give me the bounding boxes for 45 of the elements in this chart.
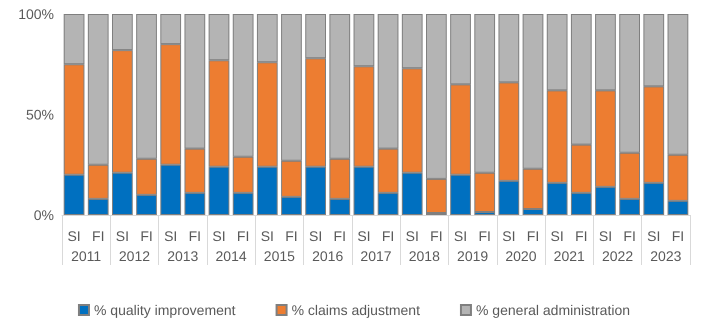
x-tick-label: FI [430, 228, 443, 244]
x-tick-label: SI [647, 228, 660, 244]
text: 2012 [118, 248, 150, 264]
x-tick-label: FI [623, 228, 636, 244]
text: 2021 [554, 248, 586, 264]
text: 2016 [312, 248, 344, 264]
text: 2022 [602, 248, 634, 264]
x-tick-label: SI [260, 228, 274, 244]
x-tick-label: SI [116, 228, 129, 244]
text: 2020 [505, 248, 537, 264]
text: 2014 [216, 248, 247, 264]
x-tick-label: FI [575, 228, 588, 244]
legend-label: % quality improvement [94, 302, 236, 318]
x-tick-label: SI [406, 228, 419, 244]
text: 2018 [408, 248, 440, 264]
x-tick-label: FI [478, 228, 491, 244]
text: 2011 [71, 248, 102, 264]
x-tick-label: SI [164, 228, 178, 244]
text: 2023 [650, 248, 682, 264]
x-tick-label: SI [454, 228, 468, 244]
x-tick-label: SI [309, 228, 322, 244]
x-tick-label: FI [188, 228, 202, 244]
y-tick-label: 0% [34, 207, 54, 223]
x-tick-label: FI [92, 228, 104, 244]
y-tick-label: 100% [18, 6, 54, 22]
x-tick-label: FI [334, 228, 346, 244]
x-tick-label: SI [67, 228, 81, 244]
x-tick-label: SI [598, 228, 612, 244]
x-tick-label: FI [236, 228, 250, 244]
x-tick-label: SI [212, 228, 226, 244]
x-tick-label: FI [140, 228, 153, 244]
text: 2015 [264, 248, 296, 264]
x-tick-label: FI [382, 228, 394, 244]
y-tick-label: 50% [26, 106, 54, 122]
text: 2013 [167, 248, 199, 264]
x-tick-label: SI [357, 228, 371, 244]
x-tick-label: SI [550, 228, 564, 244]
x-tick-label: FI [285, 228, 298, 244]
x-tick-label: SI [502, 228, 516, 244]
text: 2019 [457, 248, 488, 264]
text: 2017 [360, 248, 392, 264]
x-tick-label: FI [526, 228, 540, 244]
x-tick-label: FI [672, 228, 684, 244]
legend-label: % general administration [476, 302, 630, 318]
legend-label: % claims adjustment [292, 302, 420, 318]
